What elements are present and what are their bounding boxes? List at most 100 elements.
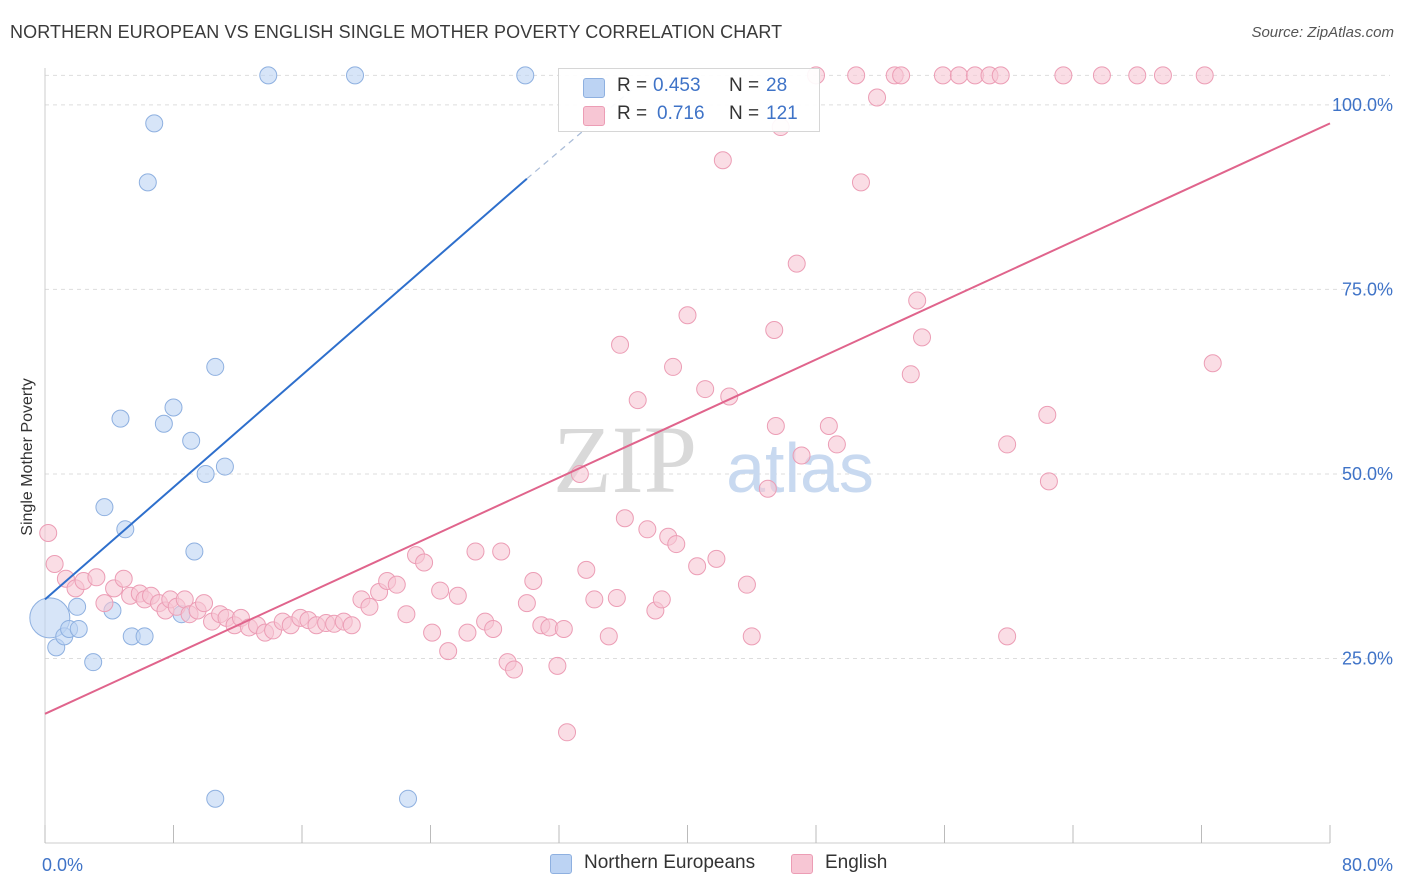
point-english [638, 520, 657, 539]
point-english [431, 581, 450, 600]
legend-n-label: N = [729, 103, 760, 124]
point-english [558, 723, 577, 742]
point-english [484, 619, 503, 638]
point-english [664, 357, 683, 376]
point-northern-europeans [164, 398, 183, 417]
point-northern-europeans [95, 498, 114, 517]
point-english [1038, 405, 1057, 424]
legend-n-value: 121 [766, 103, 798, 124]
y-tick-label: 50.0% [1342, 464, 1393, 484]
bottom-legend-label: Northern Europeans [584, 852, 756, 873]
tick-label-layer: 25.0% 50.0% 75.0% 100.0% 0.0% 80.0% [42, 95, 1393, 875]
point-english [1203, 354, 1222, 373]
trendline-northern-europeans [44, 177, 528, 601]
point-english [707, 549, 726, 568]
point-english [607, 588, 626, 607]
legend-n-label: N = [729, 75, 760, 96]
legend-n-value: 28 [766, 75, 788, 96]
point-english [87, 568, 106, 587]
point-english [95, 594, 114, 613]
point-english [1128, 66, 1147, 85]
point-english [524, 571, 543, 590]
point-english [765, 321, 784, 340]
point-english [342, 616, 361, 635]
point-english [45, 555, 64, 573]
point-english [39, 524, 58, 542]
y-tick-label: 75.0% [1342, 279, 1393, 299]
bottom-legend-label: English [825, 852, 888, 873]
point-english [458, 623, 477, 642]
point-english [652, 590, 671, 609]
point-english [998, 435, 1017, 454]
x-tick-label: 80.0% [1342, 855, 1393, 875]
legend-r-value: 0.716 [657, 103, 705, 124]
y-tick-label: 25.0% [1342, 648, 1393, 668]
point-english [466, 542, 485, 561]
point-northern-europeans [182, 431, 201, 450]
point-english [387, 575, 406, 594]
point-northern-europeans [138, 173, 157, 192]
point-english [517, 594, 536, 613]
source-label: Source: ZipAtlas.com [1251, 24, 1394, 41]
point-english [696, 380, 715, 399]
point-northern-europeans [346, 66, 365, 85]
chart-title: NORTHERN EUROPEAN VS ENGLISH SINGLE MOTH… [10, 22, 783, 42]
bottom-legend-swatch-blue [550, 854, 572, 874]
point-english [423, 623, 442, 642]
point-northern-europeans [135, 627, 154, 646]
watermark-atlas: atlas [726, 429, 874, 507]
point-northern-europeans [29, 597, 71, 639]
point-english [505, 660, 524, 679]
legend-swatch-pink [583, 106, 605, 126]
points-layer [29, 66, 1222, 808]
point-english [678, 306, 697, 325]
point-english [397, 605, 416, 624]
watermark-zip: ZIP [553, 406, 697, 513]
watermark: ZIP atlas [553, 406, 874, 513]
point-english [1039, 472, 1058, 491]
point-northern-europeans [399, 789, 418, 808]
legend-r-value: 0.453 [653, 75, 701, 96]
point-english [766, 416, 785, 435]
point-northern-europeans [68, 597, 87, 616]
point-english [998, 627, 1017, 646]
point-english [737, 575, 756, 594]
point-english [554, 619, 573, 638]
point-northern-europeans [185, 542, 204, 561]
point-english [1153, 66, 1172, 85]
point-english [667, 535, 686, 554]
point-northern-europeans [259, 66, 278, 85]
point-english [492, 542, 511, 561]
trendline-english [44, 122, 1331, 715]
point-english [195, 594, 214, 613]
point-english [628, 391, 647, 410]
point-english [991, 66, 1010, 85]
point-english [615, 509, 634, 528]
point-english [792, 446, 811, 465]
bottom-legend-swatch-pink [791, 854, 813, 874]
point-northern-europeans [84, 653, 103, 672]
point-english [758, 479, 777, 498]
point-english [439, 642, 458, 661]
point-northern-europeans [145, 114, 164, 133]
point-english [827, 435, 846, 454]
point-english [913, 328, 932, 347]
legend-r-label: R = [617, 103, 648, 124]
point-northern-europeans [215, 457, 234, 476]
point-english [908, 291, 927, 310]
point-northern-europeans [206, 789, 225, 808]
point-english [360, 597, 379, 616]
point-english [787, 254, 806, 273]
point-northern-europeans [111, 409, 130, 428]
point-english [611, 335, 630, 354]
point-english [577, 560, 596, 579]
x-tick-label: 0.0% [42, 855, 83, 875]
point-english [1054, 66, 1073, 85]
point-english [868, 88, 887, 107]
point-english [949, 66, 968, 85]
point-english [599, 627, 618, 646]
legend: R = 0.453 N = 28 R = 0.716 N = 121 [558, 68, 820, 132]
point-northern-europeans [69, 619, 88, 638]
point-english [819, 416, 838, 435]
point-english [892, 66, 911, 85]
